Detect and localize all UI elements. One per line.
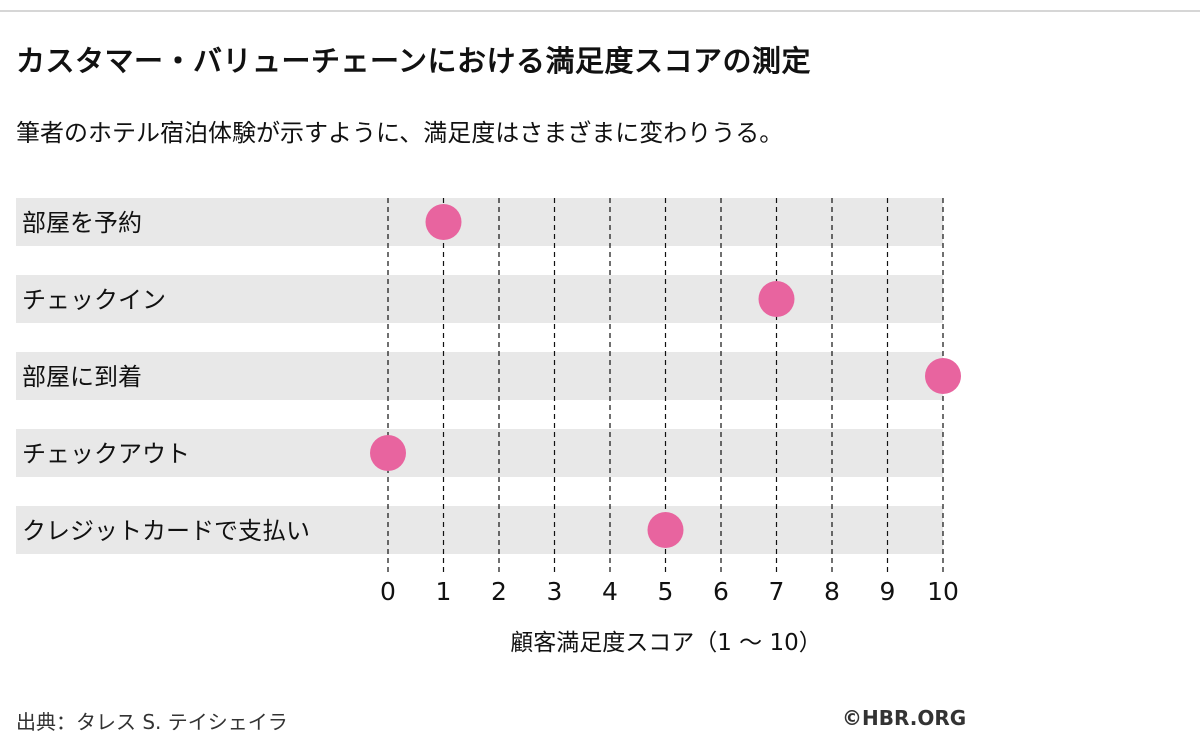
x-tick-label: 5 bbox=[658, 577, 674, 606]
row-band bbox=[16, 352, 943, 400]
data-point bbox=[758, 281, 795, 317]
chart-title: カスタマー・バリューチェーンにおける満足度スコアの測定 bbox=[16, 44, 812, 78]
x-tick-label: 0 bbox=[380, 577, 396, 606]
category-label: チェックアウト bbox=[22, 440, 190, 468]
data-point bbox=[647, 512, 684, 548]
copyright-credit: ©HBR.ORG bbox=[842, 706, 967, 730]
data-points bbox=[370, 204, 961, 548]
x-tick-label: 3 bbox=[547, 577, 563, 606]
x-tick-label: 10 bbox=[927, 577, 959, 606]
top-divider bbox=[0, 10, 1200, 12]
x-tick-label: 8 bbox=[824, 577, 840, 606]
data-point bbox=[370, 435, 406, 471]
x-tick-label: 2 bbox=[491, 577, 507, 606]
source-note: 出典：タレス S. テイシェイラ bbox=[16, 710, 288, 734]
x-tick-label: 7 bbox=[769, 577, 785, 606]
data-point bbox=[925, 358, 961, 394]
x-tick-label: 6 bbox=[713, 577, 729, 606]
row-band bbox=[16, 506, 943, 554]
x-tick-label: 9 bbox=[880, 577, 896, 606]
category-label: 部屋に到着 bbox=[22, 363, 142, 391]
x-tick-label: 4 bbox=[602, 577, 618, 606]
x-axis-label: 顧客満足度スコア（1 〜 10） bbox=[510, 630, 822, 656]
data-point bbox=[425, 204, 462, 240]
category-label: クレジットカードで支払い bbox=[22, 517, 310, 545]
x-tick-labels: 0 1 2 3 4 5 6 7 8 9 10 bbox=[380, 577, 959, 606]
category-label: 部屋を予約 bbox=[22, 209, 142, 237]
chart-subtitle: 筆者のホテル宿泊体験が示すように、満足度はさまざまに変わりうる。 bbox=[16, 119, 784, 147]
row-band bbox=[16, 429, 943, 477]
row-band bbox=[16, 198, 943, 246]
category-label: チェックイン bbox=[22, 286, 166, 314]
x-tick-label: 1 bbox=[436, 577, 452, 606]
row-bands bbox=[16, 198, 943, 554]
